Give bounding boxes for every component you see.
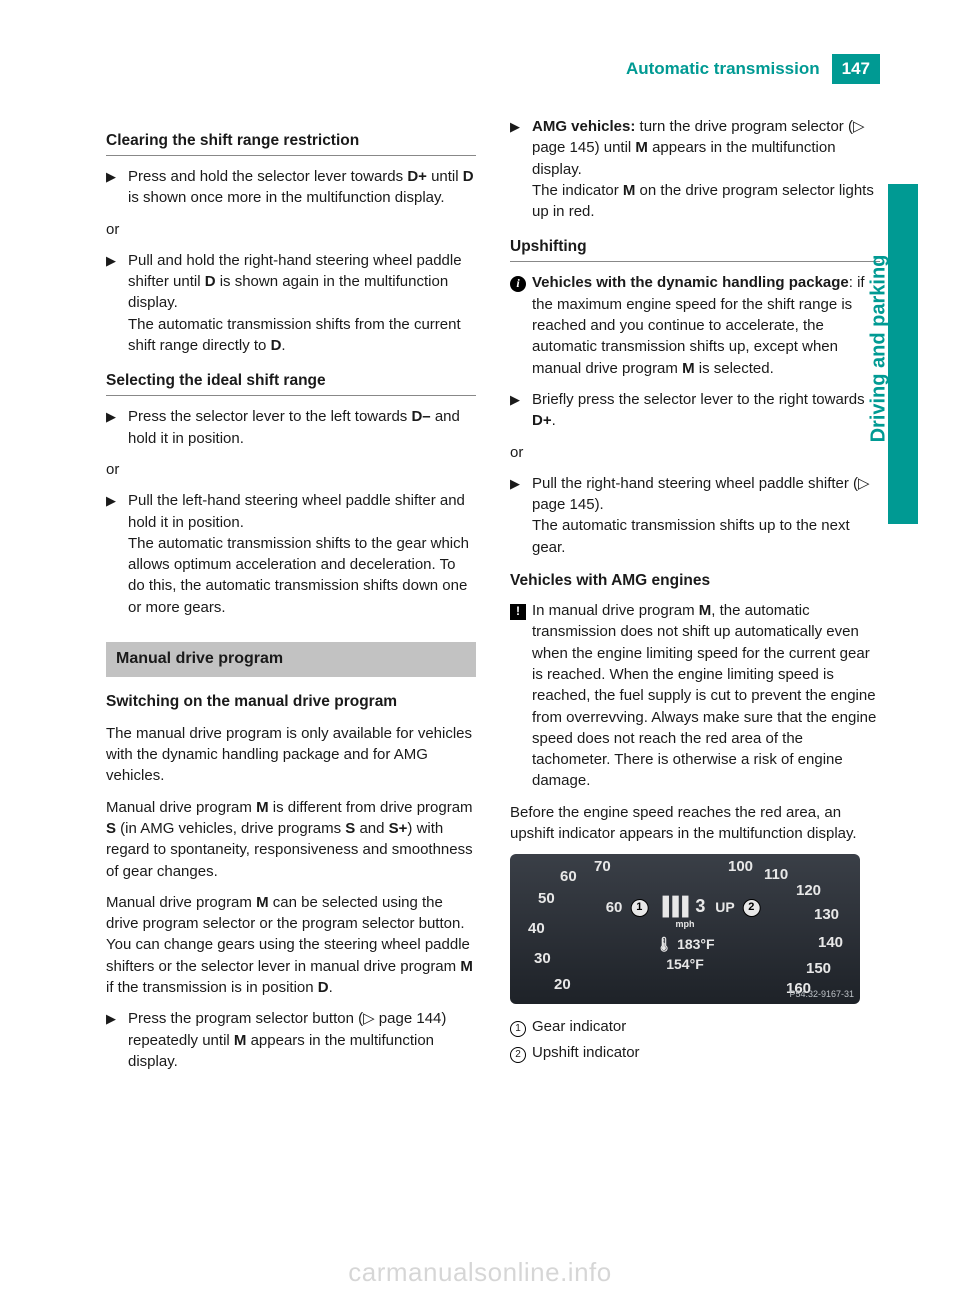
step-body: Pull and hold the right-hand steering wh… — [128, 250, 476, 356]
heading-amg-engines: Vehicles with AMG engines — [510, 570, 880, 592]
watermark: carmanualsonline.info — [348, 1257, 611, 1288]
gauge-tick: 30 — [534, 948, 551, 969]
info-note: i Vehicles with the dynamic handling pac… — [510, 272, 880, 378]
section-title: Automatic transmission — [626, 54, 832, 84]
step-marker-icon: ▶ — [510, 389, 532, 432]
page: Automatic transmission 147 Driving and p… — [0, 0, 960, 1302]
gauge-tick: 60 — [560, 866, 577, 887]
step-body: Pull the right-hand steering wheel paddl… — [532, 473, 880, 558]
or-separator: or — [106, 219, 476, 240]
gauge-tick: 120 — [796, 880, 821, 901]
gauge-gear: 3 — [695, 896, 705, 916]
gauge-tick: 110 — [764, 864, 788, 885]
gauge-temp2: 154°F — [606, 955, 765, 975]
step-marker-icon: ▶ — [106, 490, 128, 618]
step: ▶ Press the program selector button (▷ p… — [106, 1008, 476, 1072]
step-body: Pull the left-hand steering wheel paddle… — [128, 490, 476, 618]
heading-band-manual: Manual drive program — [106, 642, 476, 677]
gauge-mph60: 60 — [606, 899, 623, 916]
gauge-tick: 100 — [728, 856, 753, 877]
gauge-temp1: 183°F — [677, 936, 715, 952]
paragraph: Manual drive program M can be selected u… — [106, 892, 476, 998]
header-bar: Automatic transmission 147 — [626, 54, 880, 84]
step-body: Briefly press the selector lever to the … — [532, 389, 880, 432]
page-number: 147 — [832, 54, 880, 84]
warning-note: ! In manual drive program M, the automat… — [510, 600, 880, 792]
side-label-text: Driving and parking — [868, 254, 891, 442]
step: ▶ Press and hold the selector lever towa… — [106, 166, 476, 209]
step-body: Press the program selector button (▷ pag… — [128, 1008, 476, 1072]
gauge-figure: 203040506070100110120130140150160 60 1 ▐… — [510, 854, 860, 1004]
callout-2: 2 — [742, 899, 760, 917]
paragraph: Before the engine speed reaches the red … — [510, 802, 880, 845]
left-column: Clearing the shift range restriction ▶ P… — [106, 116, 476, 1082]
gauge-up: UP — [715, 899, 734, 915]
step: ▶ Press the selector lever to the left t… — [106, 406, 476, 449]
step-marker-icon: ▶ — [106, 250, 128, 356]
step-marker-icon: ▶ — [510, 473, 532, 558]
step-body: Press and hold the selector lever toward… — [128, 166, 476, 209]
step-body: AMG vehicles: turn the drive program sel… — [532, 116, 880, 222]
legend-1-text: Gear indicator — [532, 1016, 626, 1037]
step-marker-icon: ▶ — [106, 166, 128, 209]
step-marker-icon: ▶ — [106, 1008, 128, 1072]
step: ▶ Briefly press the selector lever to th… — [510, 389, 880, 432]
gauge-gear-bar: ▐▐▐ — [656, 896, 685, 916]
legend-1-icon: 1 — [510, 1016, 532, 1037]
gauge-imgref: P54.32-9167-31 — [789, 988, 854, 1001]
step: ▶ AMG vehicles: turn the drive program s… — [510, 116, 880, 222]
gauge-center: 60 1 ▐▐▐ 3 UP 2 mph 🌡 183°F 154°F — [606, 894, 765, 974]
step: ▶ Pull the right-hand steering wheel pad… — [510, 473, 880, 558]
step: ▶ Pull and hold the right-hand steering … — [106, 250, 476, 356]
warning-body: In manual drive program M, the automatic… — [532, 600, 880, 792]
gauge-tick: 50 — [538, 888, 555, 909]
gauge-tick: 20 — [554, 974, 571, 995]
step-marker-icon: ▶ — [106, 406, 128, 449]
heading-ideal-range: Selecting the ideal shift range — [106, 370, 476, 396]
info-body: Vehicles with the dynamic handling packa… — [532, 272, 880, 378]
right-column: ▶ AMG vehicles: turn the drive program s… — [510, 116, 880, 1082]
callout-1: 1 — [630, 899, 648, 917]
warning-icon: ! — [510, 600, 532, 792]
or-separator: or — [510, 442, 880, 463]
paragraph: The manual drive program is only availab… — [106, 723, 476, 787]
side-label: Driving and parking — [886, 178, 916, 518]
gauge-tick: 130 — [814, 904, 839, 925]
info-icon: i — [510, 272, 532, 378]
legend-2-text: Upshift indicator — [532, 1042, 640, 1063]
content-columns: Clearing the shift range restriction ▶ P… — [106, 116, 880, 1082]
step-body: Press the selector lever to the left tow… — [128, 406, 476, 449]
gauge-tick: 40 — [528, 918, 545, 939]
gauge-tick: 140 — [818, 932, 843, 953]
heading-switch-manual: Switching on the manual drive program — [106, 691, 476, 713]
gauge-tick: 150 — [806, 958, 831, 979]
heading-upshifting: Upshifting — [510, 236, 880, 262]
step-marker-icon: ▶ — [510, 116, 532, 222]
heading-clearing: Clearing the shift range restriction — [106, 130, 476, 156]
step: ▶ Pull the left-hand steering wheel padd… — [106, 490, 476, 618]
gauge-tick: 70 — [594, 856, 611, 877]
or-separator: or — [106, 459, 476, 480]
legend-row: 1 Gear indicator — [510, 1016, 880, 1037]
legend-row: 2 Upshift indicator — [510, 1042, 880, 1063]
paragraph: Manual drive program M is different from… — [106, 797, 476, 882]
legend-2-icon: 2 — [510, 1042, 532, 1063]
